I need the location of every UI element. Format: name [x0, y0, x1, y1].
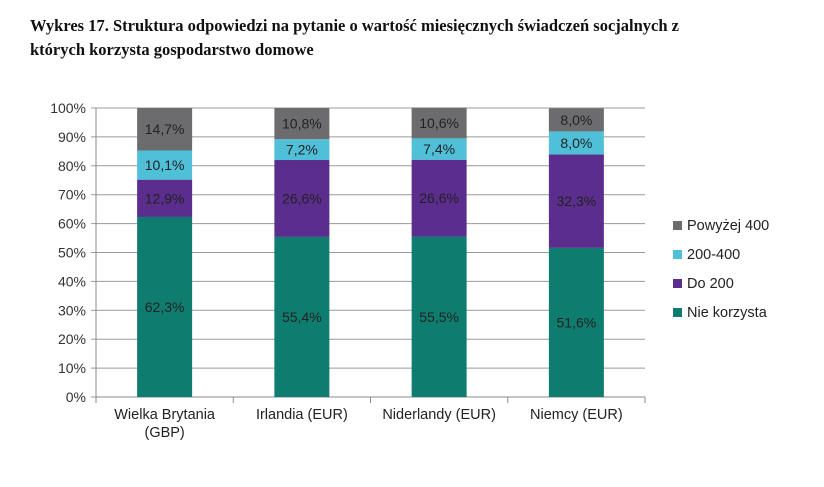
chart-title: Wykres 17. Struktura odpowiedzi na pytan… — [30, 14, 800, 62]
chart-title-line-1: Wykres 17. Struktura odpowiedzi na pytan… — [30, 16, 679, 35]
data-label: 7,4% — [423, 141, 455, 157]
y-tick-label: 10% — [58, 360, 86, 376]
bar-segment — [274, 139, 330, 161]
bar-segment — [548, 108, 604, 132]
y-tick-label: 80% — [58, 158, 86, 174]
x-category-label: (GBP) — [144, 425, 184, 441]
bar-segment — [274, 236, 330, 397]
bar-segment — [411, 236, 467, 397]
data-label: 55,5% — [419, 309, 459, 325]
bar-segment — [137, 216, 193, 397]
x-category-label: Niemcy (EUR) — [530, 407, 623, 423]
y-tick-label: 60% — [58, 216, 86, 232]
data-label: 8,0% — [560, 135, 592, 151]
bar-segment — [548, 154, 604, 248]
data-label: 14,7% — [145, 121, 185, 137]
data-label: 10,6% — [419, 115, 459, 131]
data-label: 12,9% — [145, 190, 185, 206]
y-tick-label: 20% — [58, 331, 86, 347]
y-tick-label: 90% — [58, 129, 86, 145]
data-label: 32,3% — [557, 193, 597, 209]
y-tick-label: 0% — [66, 389, 86, 405]
x-category-label: Irlandia (EUR) — [256, 407, 348, 423]
legend-swatch — [673, 308, 682, 317]
y-tick-label: 70% — [58, 187, 86, 203]
bar-segment — [411, 159, 467, 237]
legend-swatch — [673, 279, 682, 288]
data-label: 7,2% — [286, 142, 318, 158]
data-label: 55,4% — [282, 309, 322, 325]
bar-segment — [137, 179, 193, 217]
legend-swatch — [673, 250, 682, 259]
legend-label: Do 200 — [687, 276, 734, 292]
y-tick-label: 30% — [58, 302, 86, 318]
bar-segment — [411, 138, 467, 160]
data-label: 10,8% — [282, 116, 322, 132]
y-tick-label: 40% — [58, 273, 86, 289]
bar-segment — [137, 108, 193, 151]
legend-swatch — [673, 221, 682, 230]
data-label: 8,0% — [560, 112, 592, 128]
bar-segment — [274, 108, 330, 140]
bar-segment — [548, 131, 604, 155]
bar-segment — [411, 107, 467, 139]
data-label: 62,3% — [145, 299, 185, 315]
y-tick-label: 100% — [50, 100, 86, 116]
bar-segment — [548, 247, 604, 397]
y-tick-label: 50% — [58, 245, 86, 261]
data-label: 26,6% — [282, 190, 322, 206]
x-category-label: Wielka Brytania — [114, 407, 216, 423]
bar-segment — [137, 150, 193, 180]
legend-label: Powyżej 400 — [687, 218, 769, 234]
data-label: 10,1% — [145, 157, 185, 173]
data-label: 26,6% — [419, 190, 459, 206]
data-label: 51,6% — [557, 314, 597, 330]
legend-label: Nie korzysta — [687, 305, 768, 321]
x-category-label: Niderlandy (EUR) — [382, 407, 496, 423]
bar-segment — [274, 160, 330, 237]
legend-label: 200-400 — [687, 247, 740, 263]
chart-title-line-2: których korzysta gospodarstwo domowe — [30, 40, 314, 59]
